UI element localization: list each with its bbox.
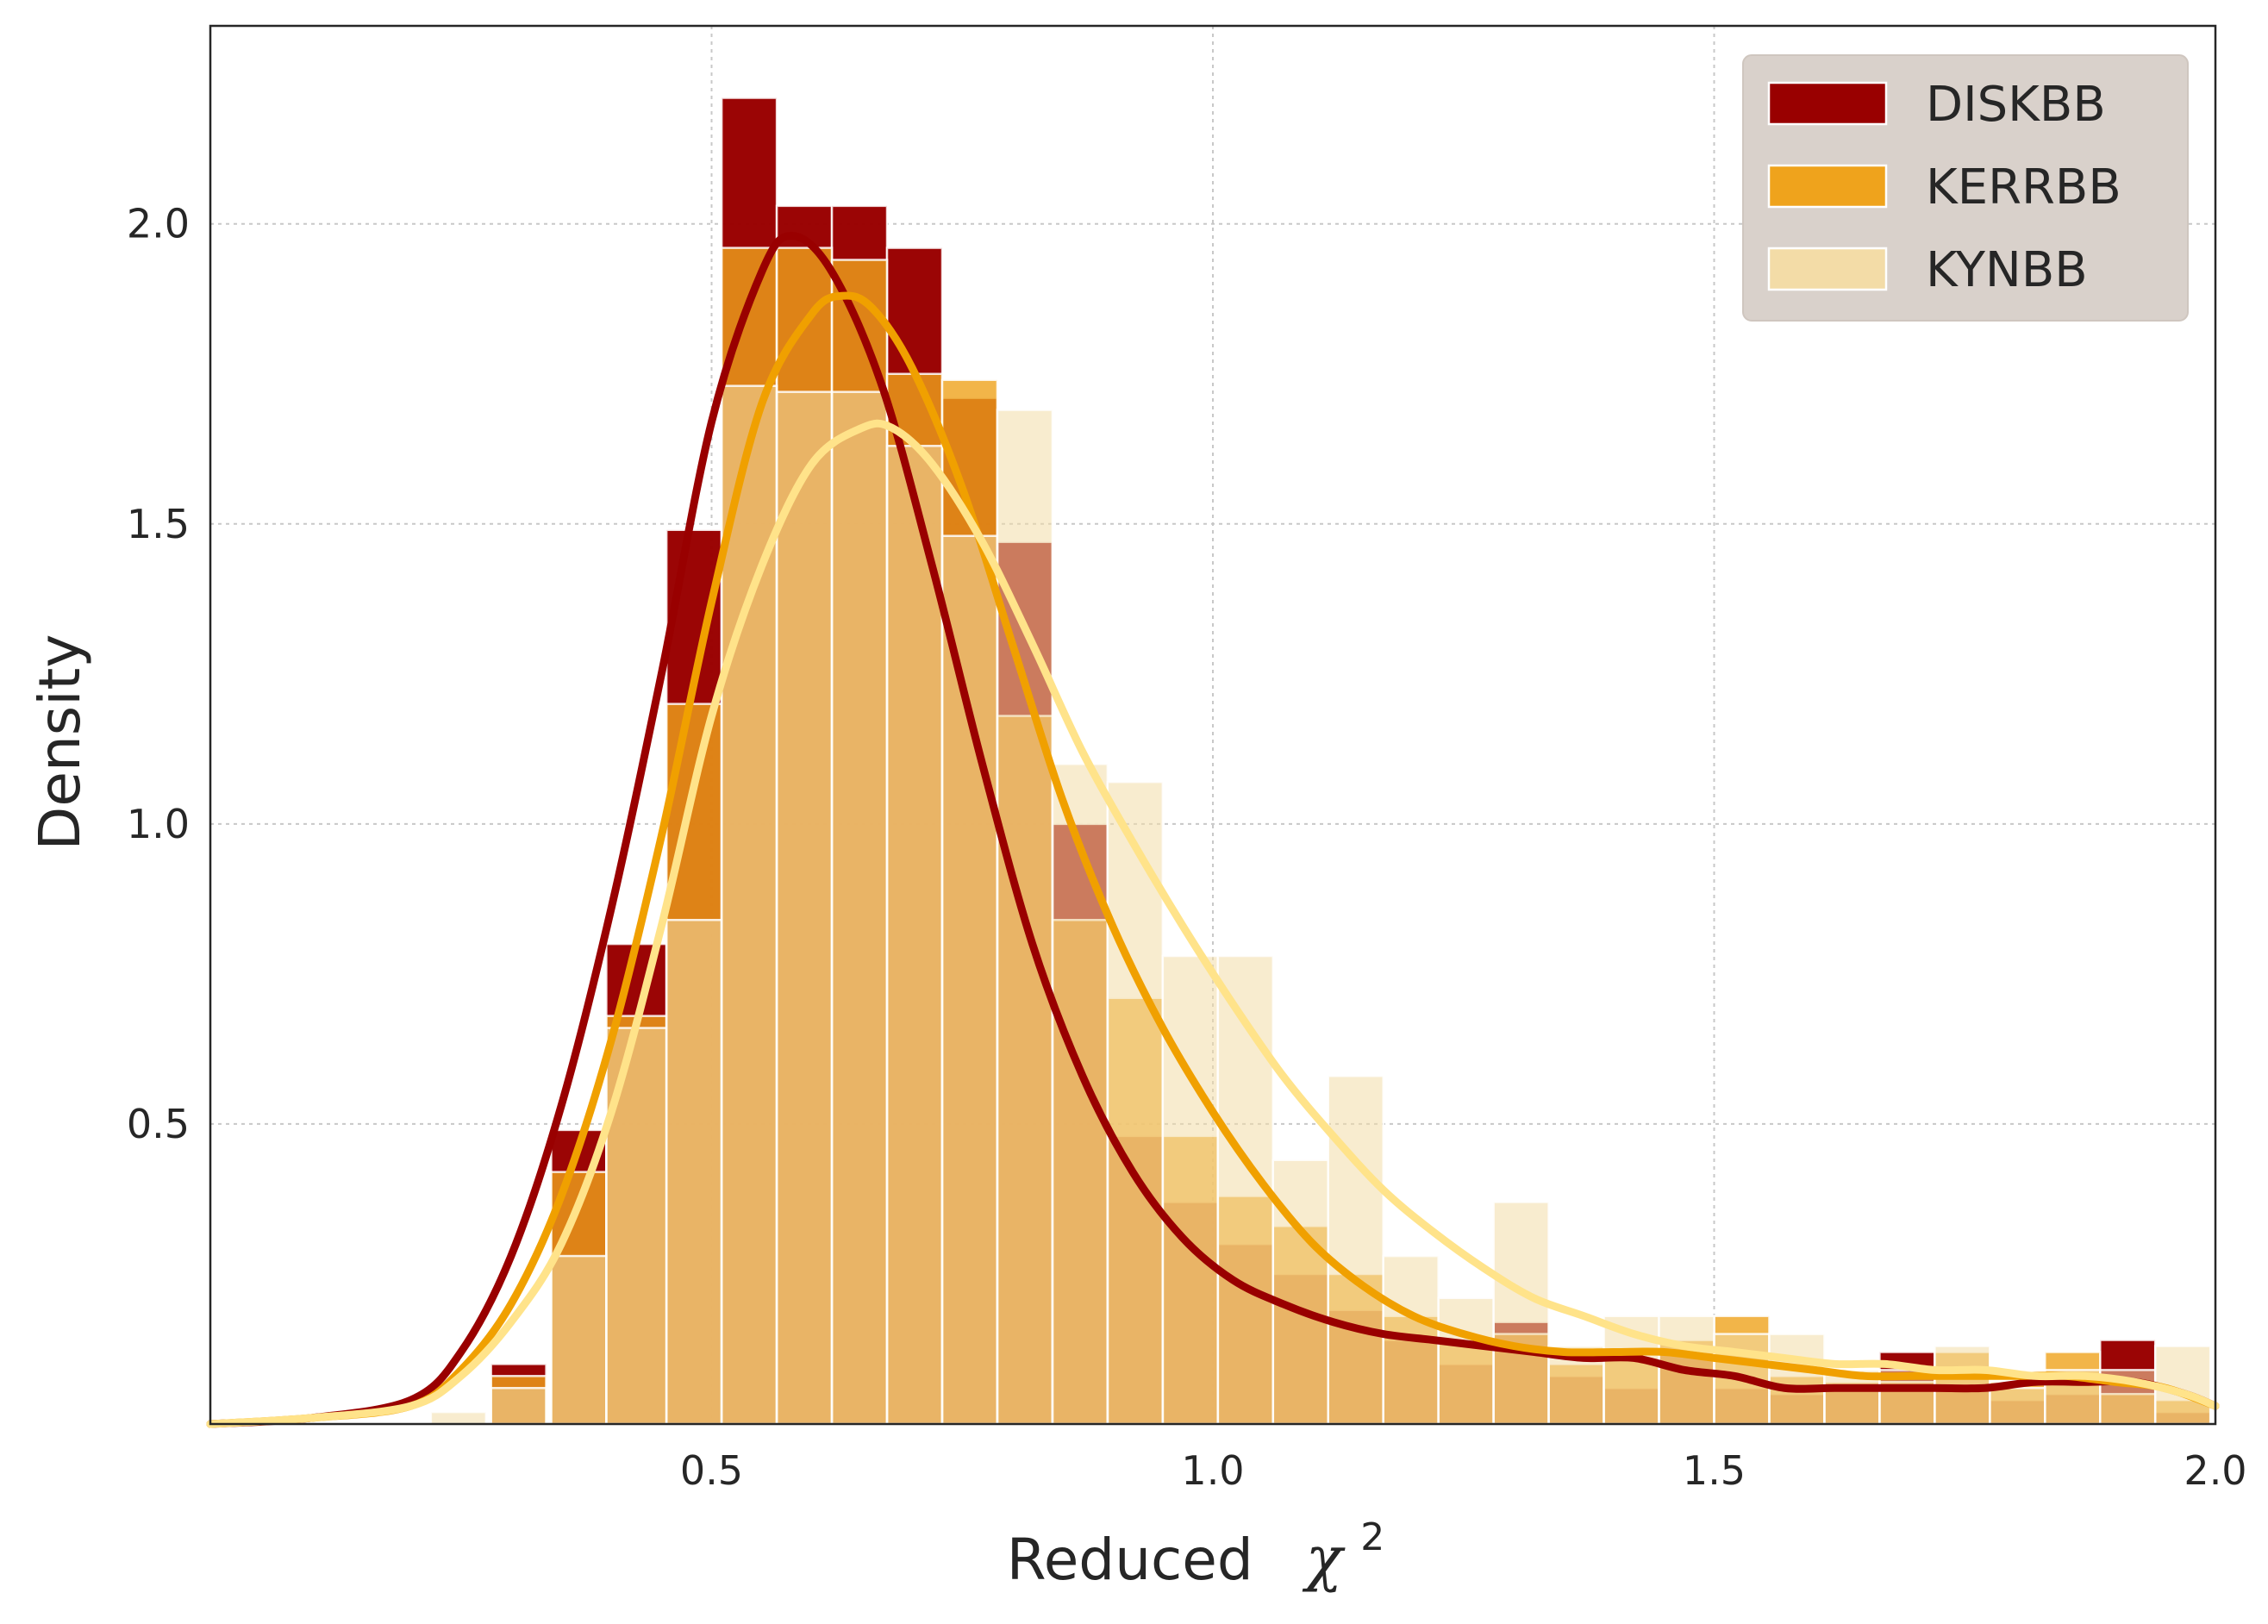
x-tick-label: 1.0 xyxy=(1181,1447,1244,1494)
legend-swatch xyxy=(1767,81,1888,126)
legend-label: DISKBB xyxy=(1926,77,2106,133)
x-axis-label-text: Reduced xyxy=(1007,1527,1253,1593)
legend: DISKBB KERRBB KYNBB xyxy=(1742,54,2189,322)
y-tick-label: 0.5 xyxy=(127,1101,190,1147)
histogram-bar xyxy=(1768,1333,1826,1426)
histogram-bar xyxy=(775,390,834,1426)
y-tick-label: 2.0 xyxy=(127,201,190,247)
kde-line-kynbb xyxy=(206,419,2220,1428)
x-axis-label-superscript: 2 xyxy=(1360,1515,1384,1559)
histogram-bar xyxy=(940,534,999,1426)
x-tick-label: 1.5 xyxy=(1683,1447,1746,1494)
histogram-bar xyxy=(429,1410,488,1426)
histogram-bar xyxy=(1437,1296,1495,1426)
histogram-bar xyxy=(1161,954,1220,1426)
legend-label: KERRBB xyxy=(1926,159,2121,215)
histogram-bar xyxy=(1051,762,1109,1426)
histogram-bar xyxy=(490,1386,547,1426)
histogram-bar xyxy=(1492,1201,1550,1426)
x-tick-labels: 0.5 1.0 1.5 2.0 xyxy=(680,1447,2247,1494)
histogram-bar xyxy=(550,1254,608,1426)
kde-curves xyxy=(206,232,2220,1428)
histogram-bar xyxy=(665,918,723,1426)
y-tick-label: 1.0 xyxy=(127,801,190,847)
legend-swatch xyxy=(1767,164,1888,209)
bars-kynbb xyxy=(429,384,2212,1426)
y-axis-label: Density xyxy=(27,634,93,851)
histogram-bar xyxy=(1271,1159,1329,1426)
plot-frame xyxy=(209,24,2217,1426)
legend-label: KYNBB xyxy=(1926,242,2088,298)
y-tick-label: 1.5 xyxy=(127,501,190,547)
x-axis-label: Reduced χ 2 xyxy=(1007,1515,1384,1594)
histogram-bar xyxy=(1106,780,1165,1426)
histogram-bars xyxy=(429,97,2212,1426)
x-tick-label: 2.0 xyxy=(2184,1447,2246,1494)
y-tick-labels: 0.5 1.0 1.5 2.0 xyxy=(127,201,190,1147)
x-tick-label: 0.5 xyxy=(680,1447,743,1494)
kde-line-kerrbb xyxy=(206,291,2220,1428)
kde-line-diskbb xyxy=(206,232,2220,1428)
x-axis-label-symbol: χ xyxy=(1302,1523,1346,1594)
histogram-bar xyxy=(1989,1386,2046,1426)
legend-swatch xyxy=(1767,247,1888,291)
histogram-bar xyxy=(830,390,889,1426)
histogram-bar xyxy=(1327,1074,1384,1426)
histogram-bar xyxy=(885,445,944,1426)
